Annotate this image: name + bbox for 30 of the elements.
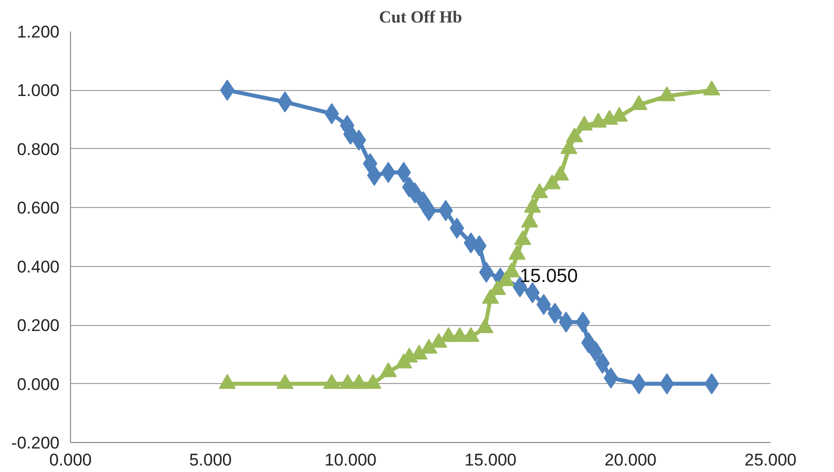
y-tick-label: 1.200 bbox=[16, 22, 60, 42]
point bbox=[420, 338, 438, 354]
point bbox=[521, 212, 538, 228]
point bbox=[476, 318, 494, 334]
x-tick-label: 0.000 bbox=[49, 450, 92, 470]
x-tick-label: 10.000 bbox=[324, 450, 376, 470]
y-tick-label: 0.800 bbox=[16, 140, 60, 159]
x-tick-label: 5.000 bbox=[189, 450, 232, 470]
point bbox=[364, 374, 382, 389]
y-tick-label: 0.200 bbox=[16, 316, 60, 336]
point bbox=[380, 362, 397, 378]
x-tick-label: 15.000 bbox=[464, 450, 516, 470]
chart-title: Cut Off Hb bbox=[378, 8, 462, 26]
point bbox=[323, 374, 340, 389]
point bbox=[462, 327, 480, 342]
y-tick-label: -0.200 bbox=[11, 434, 60, 452]
y-tick-label: 0.400 bbox=[16, 257, 60, 276]
y-tick-label: 1.000 bbox=[16, 81, 60, 100]
point bbox=[218, 374, 236, 389]
point bbox=[508, 244, 526, 260]
point bbox=[350, 374, 368, 389]
x-tick-label: 20.000 bbox=[604, 450, 656, 470]
y-tick-label: 0.000 bbox=[16, 374, 60, 394]
x-tick-label: 25.000 bbox=[744, 450, 796, 470]
point bbox=[514, 230, 532, 246]
annotation: 15.050 bbox=[520, 266, 578, 288]
point bbox=[276, 374, 294, 389]
point bbox=[430, 332, 448, 348]
point bbox=[482, 288, 499, 304]
y-tick-label: 0.600 bbox=[16, 198, 60, 218]
